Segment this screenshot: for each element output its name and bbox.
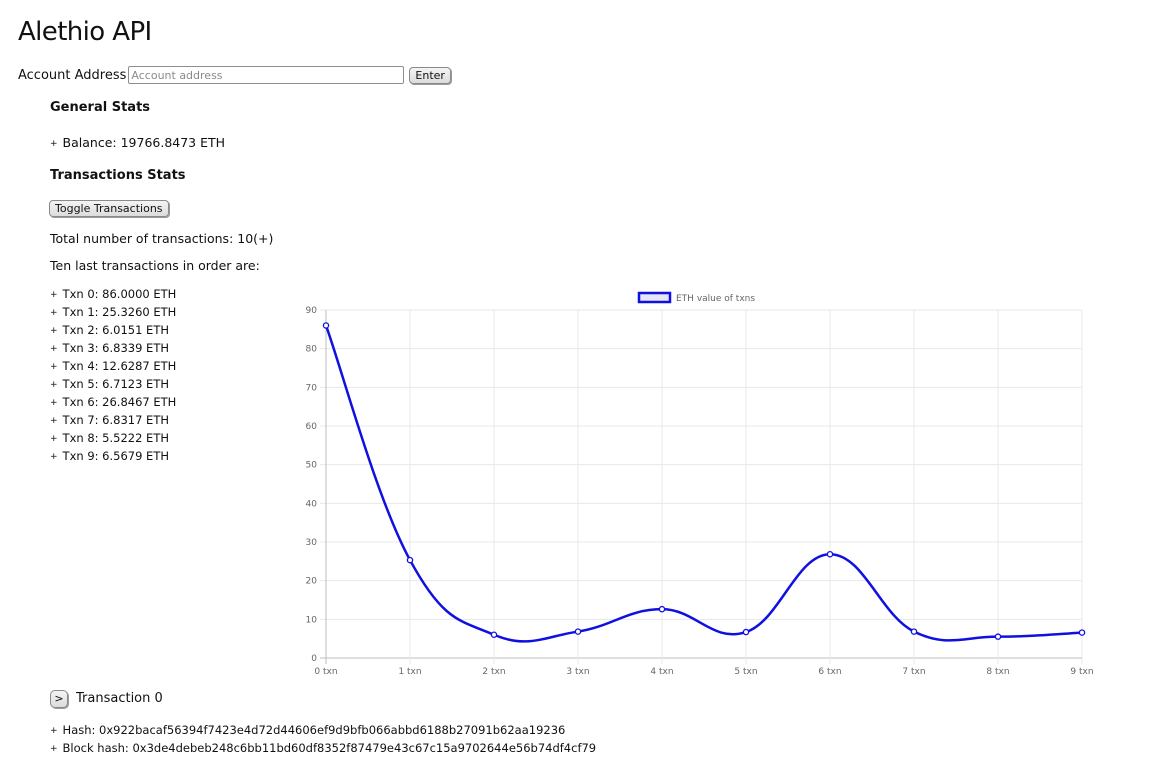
address-form: Account Address Enter: [18, 65, 451, 85]
bullet-icon: +: [50, 326, 58, 336]
bullet-icon: +: [50, 344, 58, 354]
last-ten-intro: Ten last transactions in order are:: [50, 258, 260, 273]
data-point: [910, 628, 918, 635]
txn-value: Txn 9: 6.5679 ETH: [62, 449, 170, 463]
list-item: + Txn 5: 6.7123 ETH: [50, 377, 176, 395]
data-point: [994, 633, 1002, 640]
x-tick-label: 5 txn: [734, 667, 757, 677]
series-line: [324, 325, 1083, 643]
list-item: + Txn 1: 25.3260 ETH: [50, 305, 176, 323]
transactions-stats-heading: Transactions Stats: [50, 168, 186, 183]
enter-button[interactable]: Enter: [409, 66, 451, 84]
txn-value: Txn 7: 6.8317 ETH: [62, 413, 170, 427]
txn-value: Txn 5: 6.7123 ETH: [62, 377, 170, 391]
bullet-icon: +: [50, 416, 58, 426]
expand-transaction-button[interactable]: >: [50, 689, 68, 708]
bullet-icon: +: [50, 139, 58, 149]
legend-label: ETH value of txns: [676, 294, 755, 304]
block-hash-line: + Block hash: 0x3de4debeb248c6bb11bd60df8…: [50, 741, 596, 755]
list-item: + Txn 0: 86.0000 ETH: [50, 287, 176, 305]
data-point: [322, 322, 330, 329]
data-point: [658, 605, 666, 613]
list-item: + Txn 2: 6.0151 ETH: [50, 323, 176, 341]
x-tick-label: 7 txn: [902, 667, 925, 677]
y-tick-label: 40: [306, 499, 318, 509]
bullet-icon: +: [50, 744, 58, 754]
y-tick-label: 90: [306, 306, 318, 316]
address-input[interactable]: [128, 66, 405, 84]
y-tick-label: 0: [311, 654, 317, 664]
txn-value: Txn 3: 6.8339 ETH: [62, 341, 170, 355]
list-item: + Txn 3: 6.8339 ETH: [50, 341, 176, 359]
bullet-icon: +: [50, 398, 58, 408]
block-hash-text: Block hash: 0x3de4debeb248c6bb11bd60df83…: [62, 741, 597, 755]
x-tick-label: 1 txn: [398, 667, 421, 677]
y-tick-label: 10: [306, 615, 318, 625]
balance-text: Balance: 19766.8473 ETH: [62, 135, 226, 150]
toggle-transactions-button[interactable]: Toggle Transactions: [49, 200, 169, 217]
data-point: [1078, 629, 1086, 636]
list-item: + Txn 8: 5.5222 ETH: [50, 431, 176, 449]
x-tick-label: 4 txn: [650, 667, 673, 677]
bullet-icon: +: [50, 726, 58, 736]
data-point: [574, 628, 582, 635]
page-title: Alethio API: [18, 17, 152, 47]
eth-value-chart: 0 10 20 30 40 50 60 70 80 90 0 txn 1 txn 2 txn 3 txn 4…: [306, 291, 1094, 677]
txn-value: Txn 1: 25.3260 ETH: [62, 305, 177, 319]
txn-value: Txn 4: 12.6287 ETH: [62, 359, 177, 373]
list-item: + Txn 7: 6.8317 ETH: [50, 413, 176, 431]
data-point: [406, 556, 414, 564]
y-tick-label: 20: [306, 577, 318, 587]
data-point: [490, 631, 498, 638]
txn-value: Txn 8: 5.5222 ETH: [62, 431, 170, 445]
hash-text: Hash: 0x922bacaf56394f7423e4d72d44606ef9…: [62, 723, 566, 737]
txn-value: Txn 2: 6.0151 ETH: [62, 323, 170, 337]
x-tick-label: 3 txn: [566, 667, 589, 677]
general-stats-heading: General Stats: [50, 100, 151, 115]
hash-line: + Hash: 0x922bacaf56394f7423e4d72d44606ef…: [50, 723, 565, 737]
balance-line: + Balance: 19766.8473 ETH: [50, 135, 225, 150]
total-transactions: Total number of transactions: 10(+): [50, 231, 274, 246]
data-point: [826, 550, 834, 558]
transaction-toggle-row: > Transaction 0: [50, 689, 163, 708]
y-tick-label: 70: [306, 383, 318, 393]
y-tick-label: 50: [306, 461, 318, 471]
txn-value: Txn 6: 26.8467 ETH: [62, 395, 177, 409]
txn-value: Txn 0: 86.0000 ETH: [62, 287, 177, 301]
bullet-icon: +: [50, 308, 58, 318]
legend-swatch: [637, 291, 672, 304]
bullet-icon: +: [50, 380, 58, 390]
y-tick-label: 60: [306, 422, 318, 432]
y-tick-label: 30: [306, 538, 318, 548]
list-item: + Txn 4: 12.6287 ETH: [50, 359, 176, 377]
bullet-icon: +: [50, 362, 58, 372]
transaction-title: Transaction 0: [76, 691, 163, 706]
address-label: Account Address: [18, 67, 127, 83]
bullet-icon: +: [50, 290, 58, 300]
bullet-icon: +: [50, 452, 58, 462]
list-item: + Txn 9: 6.5679 ETH: [50, 449, 176, 467]
data-point: [742, 628, 750, 636]
y-tick-label: 80: [306, 345, 318, 355]
x-tick-label: 9 txn: [1070, 667, 1093, 677]
x-tick-label: 8 txn: [986, 667, 1009, 677]
bullet-icon: +: [50, 434, 58, 444]
x-tick-label: 0 txn: [314, 667, 337, 677]
list-item: + Txn 6: 26.8467 ETH: [50, 395, 176, 413]
transaction-list: + Txn 0: 86.0000 ETH + Txn 1: 25.3260 ETH …: [50, 287, 176, 467]
x-tick-label: 2 txn: [482, 667, 505, 677]
x-tick-label: 6 txn: [818, 667, 841, 677]
